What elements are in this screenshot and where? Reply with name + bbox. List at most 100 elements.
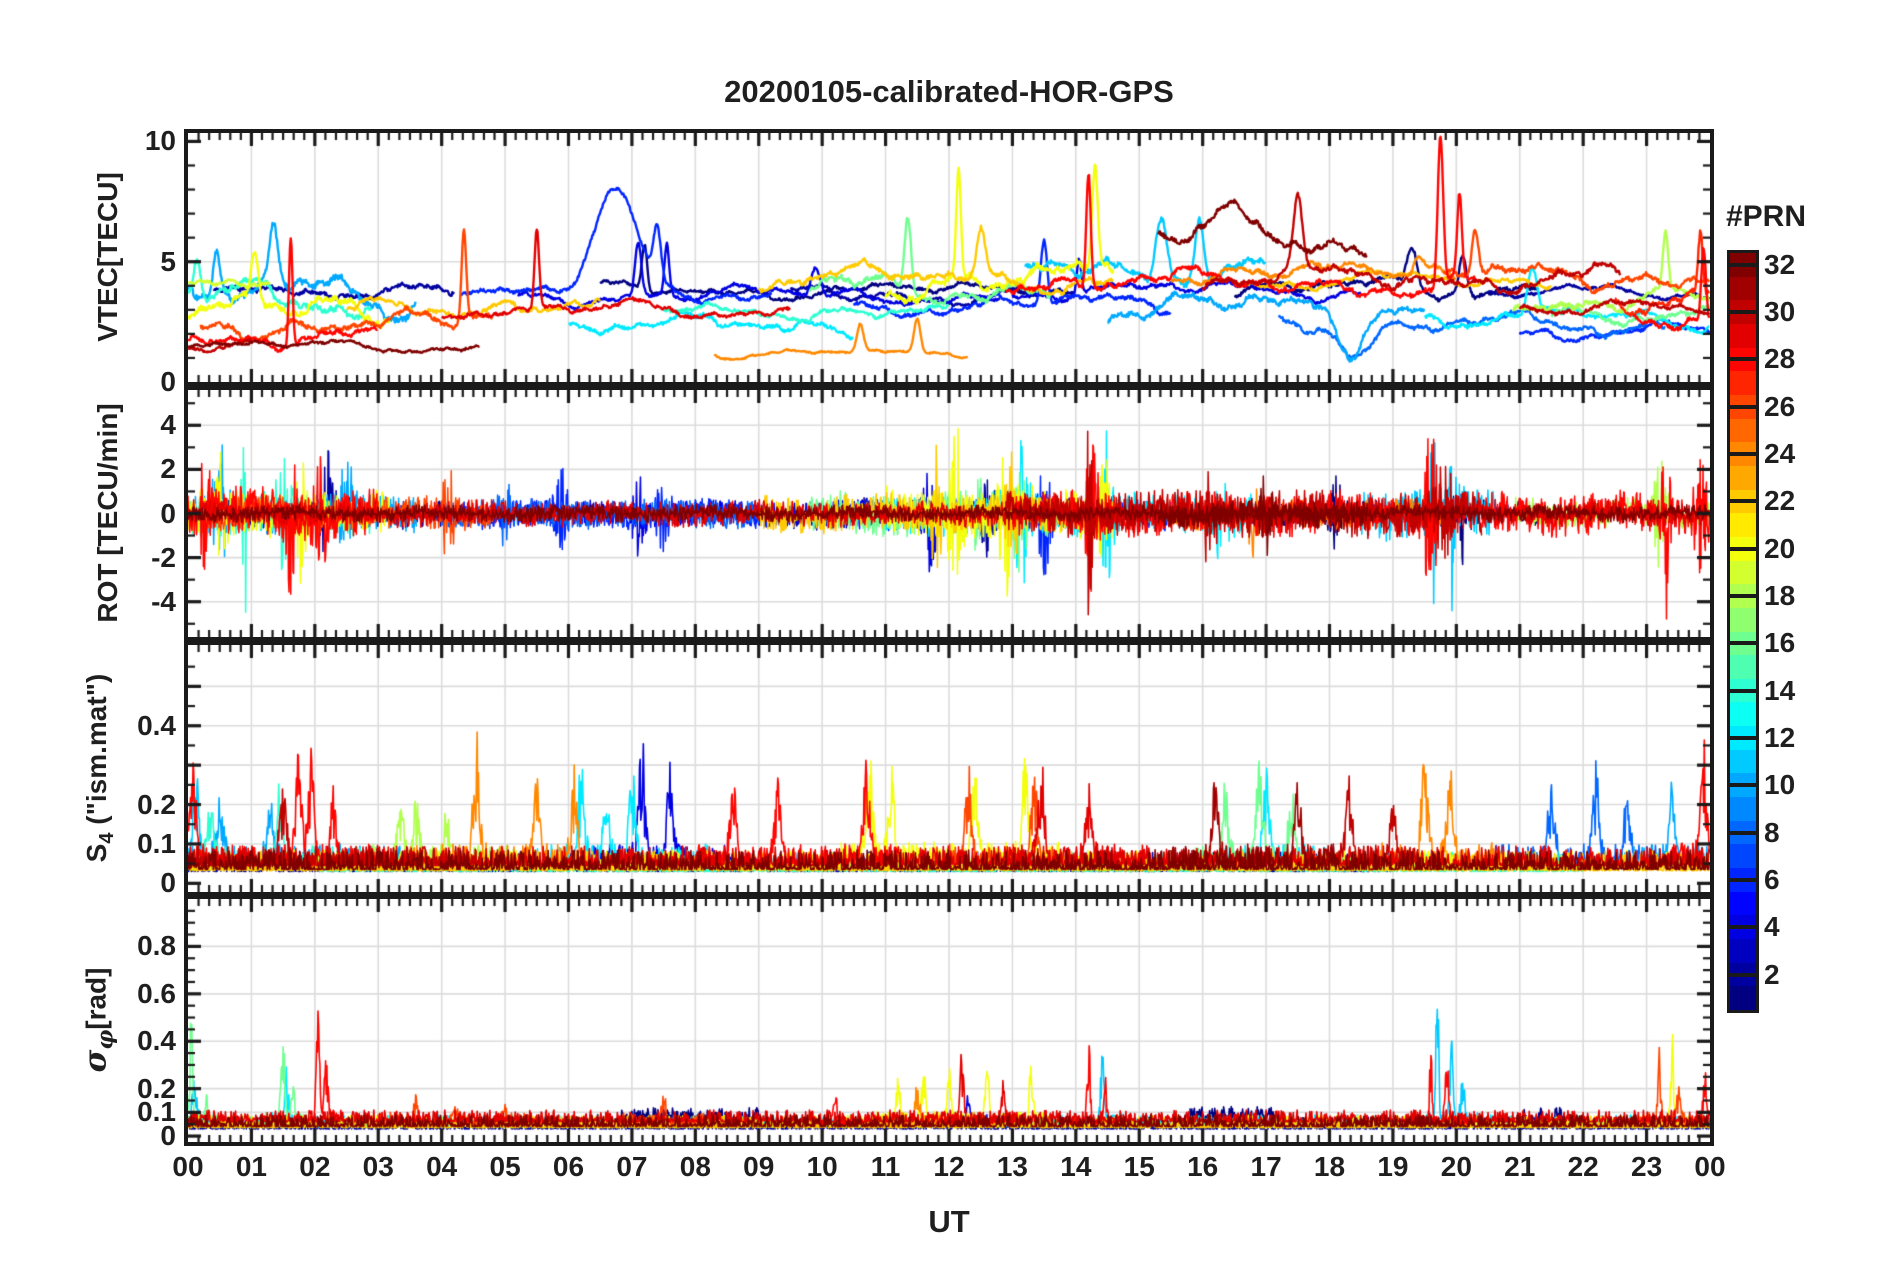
plot-canvas-rot [188,390,1710,637]
colorbar-tick-10 [1730,783,1756,788]
colorbar-tick-20 [1730,546,1756,551]
ytick-label-sigma-0.6: 0.6 [137,977,176,1009]
xtick-label-11: 11 [870,1151,901,1182]
xtick-label-21: 21 [1504,1151,1536,1182]
colorbar-cell-prn-31 [1730,276,1756,301]
ytick-label-rot--2: -2 [151,541,176,573]
panel-rot [184,386,1714,641]
colorbar-tick-30 [1730,310,1756,315]
colorbar-cell-prn-27 [1730,371,1756,395]
x-axis-label: UT [928,1204,970,1239]
xtick-label-23: 23 [1631,1151,1663,1182]
colorbar-tick-2 [1730,972,1756,977]
colorbar-cell-prn-25 [1730,418,1756,443]
colorbar-cell-prn-17 [1730,607,1756,632]
xtick-label-13: 13 [996,1151,1028,1182]
ytick-label-rot-4: 4 [160,409,176,441]
xtick-label-6: 06 [552,1151,585,1182]
colorbar-label-2: 2 [1764,958,1780,990]
colorbar-tick-32 [1730,262,1756,267]
colorbar-tick-24 [1730,452,1756,457]
xtick-label-7: 07 [616,1151,648,1182]
colorbar-tick-4 [1730,925,1756,930]
colorbar-tick-8 [1730,830,1756,835]
colorbar-label-22: 22 [1764,485,1796,517]
colorbar-cell-prn-3 [1730,939,1756,963]
colorbar-cell-prn-1 [1730,986,1756,1010]
colorbar-tick-14 [1730,688,1756,693]
ytick-label-vtec-5: 5 [160,245,176,277]
colorbar-label-14: 14 [1764,674,1796,706]
colorbar-tick-6 [1730,877,1756,882]
colorbar-label-28: 28 [1764,343,1796,375]
colorbar-label-30: 30 [1764,296,1796,328]
xtick-label-2: 02 [299,1151,331,1182]
xtick-label-15: 15 [1123,1151,1155,1182]
colorbar-label-26: 26 [1764,390,1796,422]
colorbar-label-32: 32 [1764,248,1796,280]
xtick-label-8: 08 [679,1151,711,1182]
xtick-label-16: 16 [1187,1151,1219,1182]
panel-vtec [184,129,1714,386]
colorbar-label-18: 18 [1764,580,1796,612]
plot-canvas-sigma [188,899,1710,1142]
ytick-label-s4-0: 0 [160,867,176,899]
ytick-label-rot--4: -4 [151,585,176,617]
ytick-label-s4-0.1: 0.1 [137,827,176,859]
xtick-label-22: 22 [1567,1151,1599,1182]
xtick-label-14: 14 [1060,1151,1092,1182]
colorbar-title: #PRN [1725,200,1807,233]
plot-canvas-vtec [188,133,1710,382]
colorbar-tick-28 [1730,357,1756,362]
colorbar-cell-prn-11 [1730,749,1756,774]
ytick-label-sigma-0.4: 0.4 [137,1025,176,1057]
plot-canvas-s4 [188,645,1710,892]
ytick-label-vtec-10: 10 [144,125,176,157]
panel-sigma [184,895,1714,1146]
colorbar-label-16: 16 [1764,627,1796,659]
colorbar-cell-prn-29 [1730,323,1756,348]
colorbar-label-6: 6 [1764,863,1780,895]
xtick-label-24: 00 [1694,1151,1726,1182]
xtick-label-1: 01 [235,1151,267,1182]
ytick-label-sigma-0: 0 [160,1120,176,1152]
ytick-label-vtec-0: 0 [160,366,176,397]
colorbar-label-24: 24 [1764,438,1796,470]
colorbar-cell-prn-19 [1730,560,1756,585]
colorbar-tick-26 [1730,404,1756,409]
colorbar-label-10: 10 [1764,769,1796,801]
colorbar-cell-prn-21 [1730,513,1756,537]
colorbar-cell-prn-9 [1730,797,1756,821]
ytick-label-rot-0: 0 [160,497,176,529]
colorbar [1727,250,1759,1013]
xtick-label-5: 05 [489,1151,521,1182]
colorbar-cell-prn-13 [1730,702,1756,727]
colorbar-tick-12 [1730,735,1756,740]
xtick-label-19: 19 [1377,1151,1409,1182]
ytick-label-s4-0.2: 0.2 [137,788,176,820]
colorbar-tick-18 [1730,594,1756,599]
xtick-label-17: 17 [1250,1151,1282,1182]
xtick-label-4: 04 [426,1151,458,1182]
colorbar-label-20: 20 [1764,532,1796,564]
xtick-label-12: 12 [933,1151,965,1182]
colorbar-cell-prn-23 [1730,465,1756,490]
xtick-label-20: 20 [1440,1151,1472,1182]
ytick-label-s4-0.4: 0.4 [137,709,176,741]
ytick-label-sigma-0.8: 0.8 [137,930,176,962]
xtick-label-0: 00 [172,1151,204,1182]
colorbar-label-8: 8 [1764,816,1780,848]
ytick-label-sigma-0.2: 0.2 [137,1072,176,1104]
colorbar-cell-prn-15 [1730,655,1756,679]
xtick-label-3: 03 [362,1151,394,1182]
colorbar-cell-prn-7 [1730,844,1756,869]
colorbar-tick-22 [1730,499,1756,504]
figure-title: 20200105-calibrated-HOR-GPS [724,74,1174,109]
colorbar-tick-16 [1730,641,1756,646]
ytick-label-rot-2: 2 [160,453,176,485]
xtick-label-9: 09 [743,1151,775,1182]
colorbar-cell-prn-5 [1730,891,1756,916]
xtick-label-18: 18 [1313,1151,1346,1182]
colorbar-label-12: 12 [1764,721,1796,753]
